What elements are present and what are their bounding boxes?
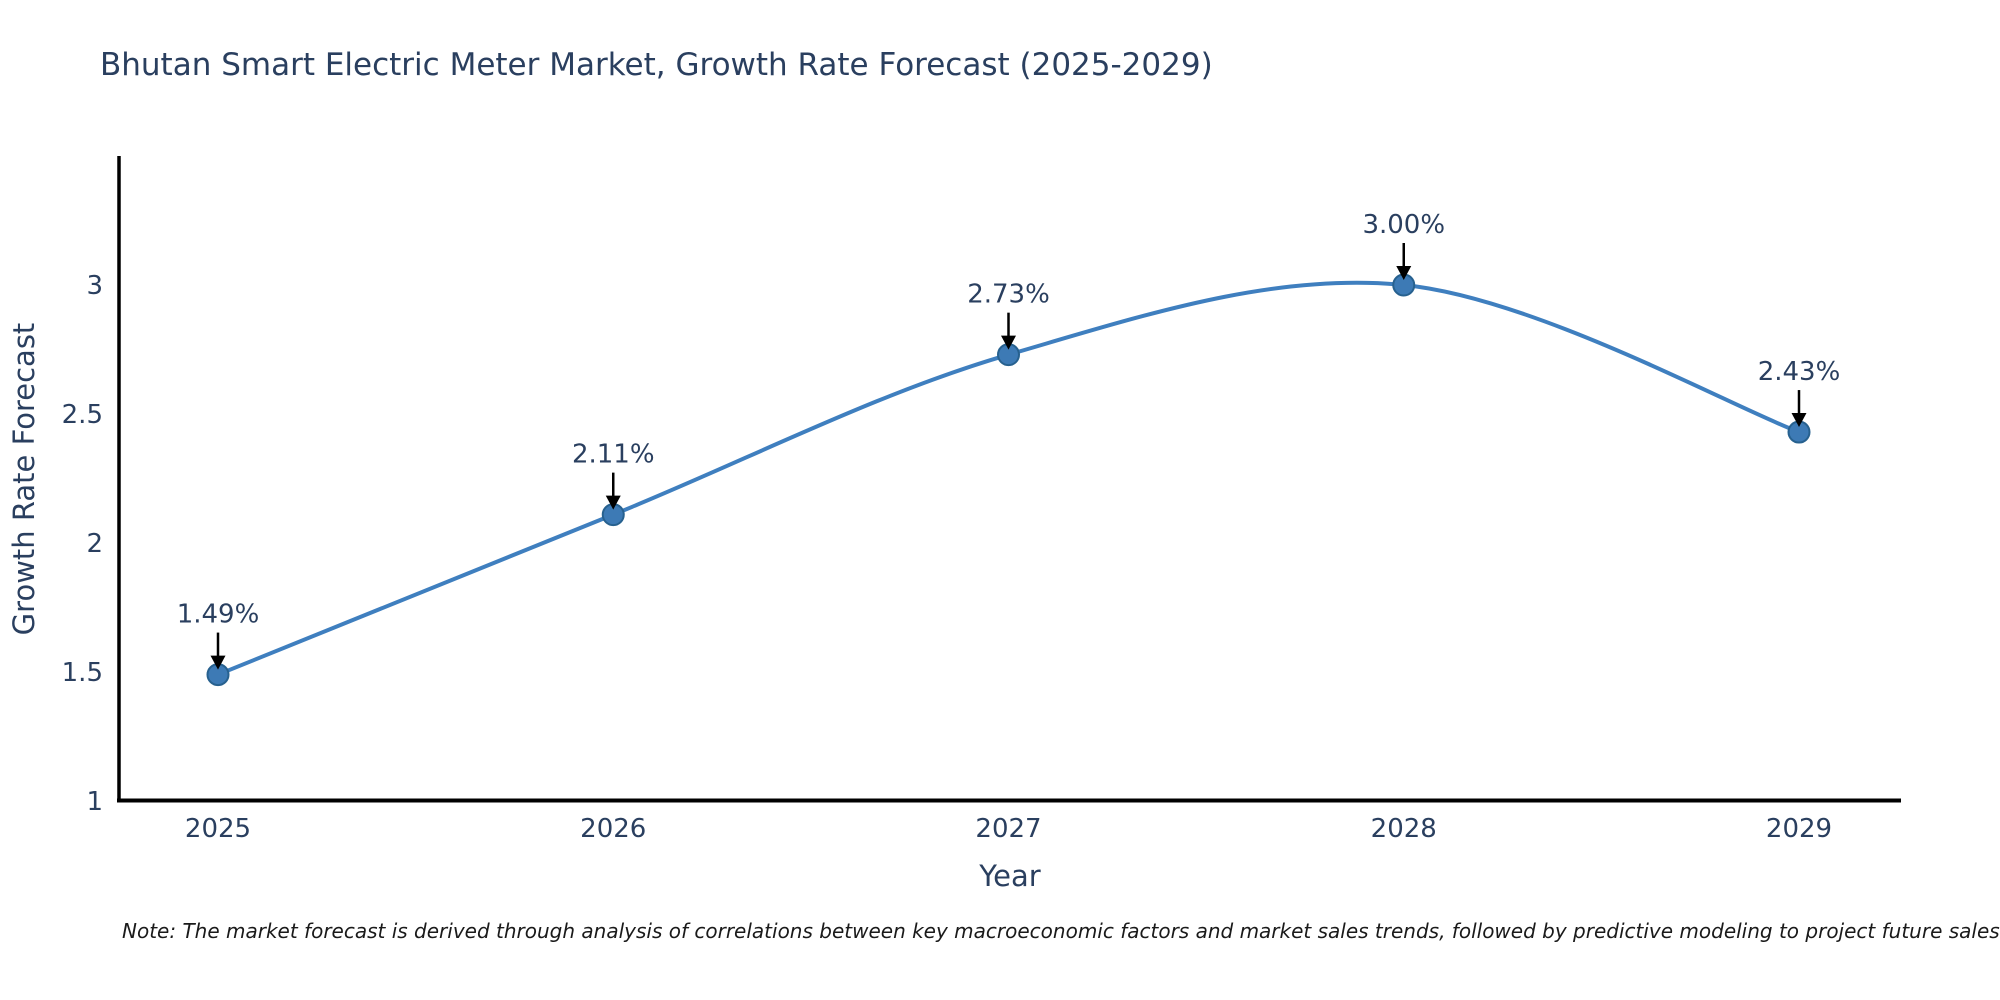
- data-point-markers: [206, 273, 1811, 687]
- x-axis-tick-labels: 2025 2026 2027 2028 2029: [185, 814, 1832, 844]
- x-axis-title: Year: [978, 859, 1040, 893]
- axes: [117, 156, 1901, 803]
- y-axis-tick-labels: 1 1.5 2 2.5 3: [62, 271, 103, 817]
- x-tick-label: 2026: [580, 814, 646, 844]
- annotation-arrowhead: [605, 495, 621, 510]
- data-point-label: 2.11%: [572, 440, 655, 470]
- data-point-label: 3.00%: [1362, 210, 1445, 240]
- y-tick-label: 2: [86, 529, 103, 559]
- data-point-label: 2.73%: [967, 280, 1050, 310]
- y-tick-label: 1.5: [62, 658, 103, 688]
- y-tick-label: 2.5: [62, 400, 103, 430]
- footnote: Note: The market forecast is derived thr…: [122, 919, 2000, 943]
- annotation-arrowhead: [1791, 413, 1807, 428]
- x-tick-label: 2028: [1371, 814, 1437, 844]
- annotation-arrowhead: [210, 655, 226, 670]
- data-point-label: 1.49%: [177, 600, 260, 630]
- x-tick-label: 2029: [1766, 814, 1832, 844]
- data-point-label: 2.43%: [1758, 357, 1841, 387]
- chart-title: Bhutan Smart Electric Meter Market, Grow…: [100, 47, 1213, 83]
- x-tick-label: 2025: [185, 814, 251, 844]
- y-tick-label: 1: [86, 787, 103, 817]
- data-point-annotations: 1.49% 2.11% 2.73% 3.00% 2.43%: [177, 210, 1841, 670]
- y-axis-title: Growth Rate Forecast: [7, 323, 41, 636]
- annotation-arrowhead: [1396, 266, 1412, 280]
- y-tick-label: 3: [86, 271, 103, 301]
- x-tick-label: 2027: [975, 814, 1041, 844]
- annotation-arrowhead: [1001, 335, 1016, 350]
